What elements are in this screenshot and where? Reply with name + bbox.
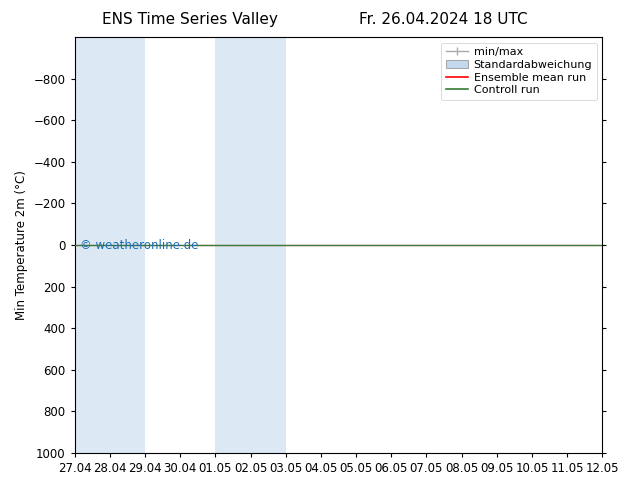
Bar xyxy=(216,37,286,453)
Text: © weatheronline.de: © weatheronline.de xyxy=(80,239,198,251)
Text: Fr. 26.04.2024 18 UTC: Fr. 26.04.2024 18 UTC xyxy=(359,12,528,27)
Legend: min/max, Standardabweichung, Ensemble mean run, Controll run: min/max, Standardabweichung, Ensemble me… xyxy=(441,43,597,100)
Text: ENS Time Series Valley: ENS Time Series Valley xyxy=(102,12,278,27)
Bar xyxy=(75,37,145,453)
Y-axis label: Min Temperature 2m (°C): Min Temperature 2m (°C) xyxy=(15,170,28,320)
Bar xyxy=(602,37,634,453)
